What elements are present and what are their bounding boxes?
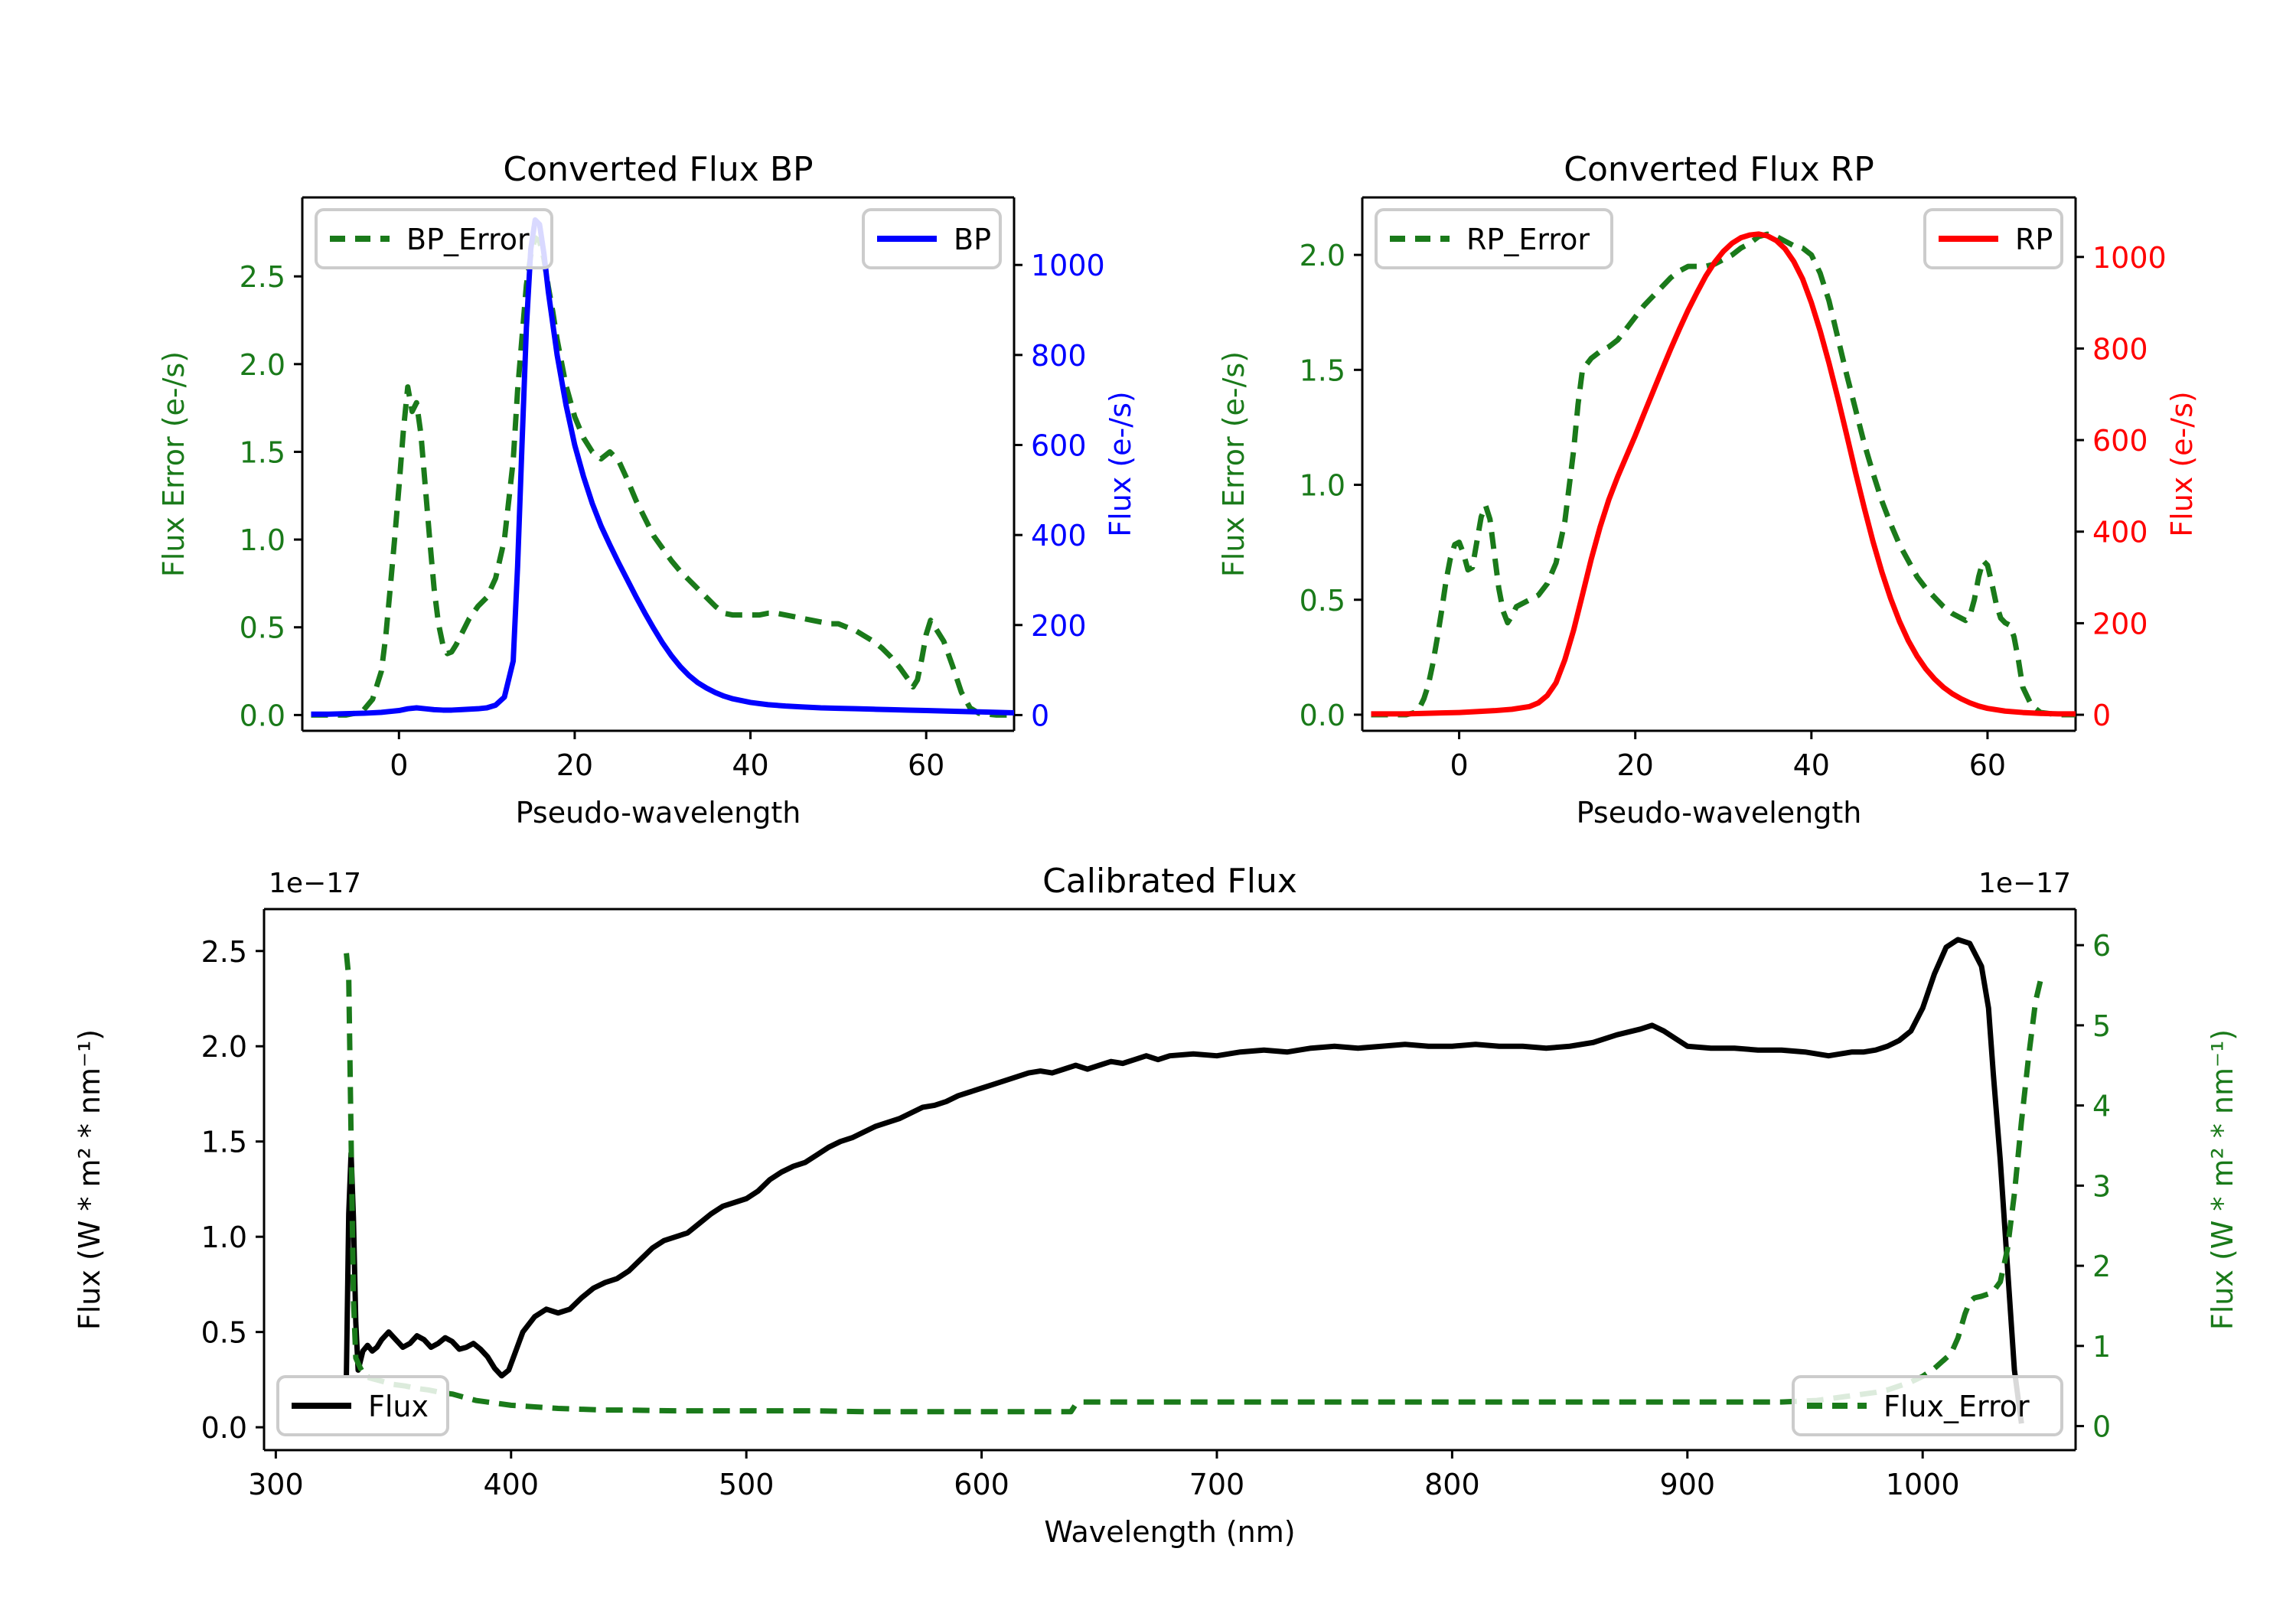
legend-rp-error[interactable]: RP_Error (1375, 208, 1613, 269)
ytick-label-right: 6 (2092, 929, 2111, 963)
ytick-label-left: 0.0 (201, 1411, 247, 1445)
xtick-label: 40 (1793, 748, 1830, 782)
y-axis-label-right: Flux (W * m² * nm⁻¹) (2206, 1029, 2239, 1330)
legend-frame (276, 1375, 449, 1436)
xtick-label: 20 (556, 748, 593, 782)
ytick-label-left: 0.5 (240, 611, 285, 645)
series-line-bp (311, 217, 1014, 717)
ytick-label-left: 1.0 (240, 523, 285, 557)
ytick-label-right: 0 (2092, 699, 2111, 732)
xtick-label: 300 (248, 1468, 304, 1501)
y-axis-label-left: Flux Error (e-/s) (157, 351, 191, 577)
xtick-label: 600 (954, 1468, 1009, 1501)
panel-calibrated: 300 400 500 600 700 800 900 1000 Wavelength (nm)… (73, 862, 2239, 1549)
xtick-label: 60 (908, 748, 944, 782)
ytick-label-left: 1.5 (1300, 354, 1345, 387)
x-axis-label: Wavelength (nm) (1044, 1515, 1295, 1549)
xtick-label: 0 (390, 748, 408, 782)
series-line-rp_error (1371, 231, 2076, 718)
xtick-label: 700 (1189, 1468, 1245, 1501)
xtick-label: 400 (484, 1468, 540, 1501)
ytick-label-left: 1.0 (1300, 469, 1345, 503)
xtick-label: 60 (1969, 748, 2006, 782)
xtick-label: 20 (1617, 748, 1654, 782)
ytick-label-right: 400 (2092, 516, 2148, 549)
legend-label-rp: RP (2015, 223, 2053, 256)
ytick-label-left: 0.0 (1300, 699, 1345, 732)
xtick-label: 1000 (1886, 1468, 1960, 1501)
ytick-label-left: 1.0 (201, 1221, 247, 1254)
legend-bp-error[interactable]: BP_Error (315, 208, 553, 269)
y-axis-label-left: Flux Error (e-/s) (1217, 351, 1251, 577)
ytick-label-right: 800 (1031, 339, 1087, 373)
y-axis-label-right: Flux (e-/s) (2165, 391, 2199, 536)
ytick-label-right: 0 (2092, 1410, 2111, 1444)
legend-calibrated-flux[interactable]: Flux (276, 1375, 449, 1436)
ytick-label-left: 0.5 (1300, 584, 1345, 618)
y-axis-label-right: Flux (e-/s) (1104, 391, 1137, 536)
legend-frame (315, 208, 553, 269)
ytick-label-right: 1000 (1031, 249, 1105, 282)
legend-rp-flux[interactable]: RP (1923, 208, 2063, 269)
plot-area-bp (302, 197, 1014, 731)
legend-label-flux_error: Flux_Error (1883, 1390, 2030, 1423)
ytick-label-left: 0.0 (240, 699, 285, 732)
panel-title-bp: Converted Flux BP (503, 150, 813, 189)
ytick-label-right: 1000 (2092, 241, 2167, 275)
y-axis-label-left: Flux (W * m² * nm⁻¹) (73, 1029, 106, 1330)
xtick-label: 500 (719, 1468, 775, 1501)
offset-label-left: 1e−17 (269, 868, 361, 899)
legend-frame (1792, 1375, 2063, 1436)
series-line-bp_error (311, 235, 1014, 718)
panel-title-calibrated: Calibrated Flux (1042, 862, 1297, 901)
x-axis-label: Pseudo-wavelength (1577, 796, 1862, 830)
ytick-label-left: 2.0 (1300, 239, 1345, 272)
ytick-label-right: 3 (2092, 1169, 2111, 1203)
ytick-label-left: 2.5 (201, 935, 247, 969)
plot-area-calibrated (264, 909, 2076, 1450)
series-line-flux_error (344, 953, 2043, 1415)
ytick-label-left: 1.5 (240, 435, 285, 469)
ytick-label-right: 1 (2092, 1330, 2111, 1364)
xtick-label: 800 (1424, 1468, 1480, 1501)
ytick-label-right: 400 (1031, 519, 1087, 553)
ytick-label-right: 2 (2092, 1250, 2111, 1283)
xtick-label: 40 (732, 748, 768, 782)
ytick-label-left: 2.5 (240, 260, 285, 294)
x-axis-label: Pseudo-wavelength (516, 796, 801, 830)
xtick-label: 900 (1660, 1468, 1716, 1501)
panel-title-rp: Converted Flux RP (1564, 150, 1874, 189)
series-line-flux (344, 937, 2024, 1424)
legend-label-rp_error: RP_Error (1466, 223, 1590, 256)
ytick-label-right: 800 (2092, 332, 2148, 366)
ytick-label-right: 600 (2092, 424, 2148, 458)
plot-area-rp (1362, 197, 2076, 731)
legend-label-flux: Flux (368, 1390, 429, 1423)
ytick-label-right: 5 (2092, 1009, 2111, 1043)
legend-bp-flux[interactable]: BP (862, 208, 1002, 269)
ytick-label-right: 0 (1031, 699, 1049, 732)
legend-label-bp: BP (954, 223, 991, 256)
ytick-label-left: 2.0 (201, 1030, 247, 1064)
panel-bp: 0 20 40 60 Pseudo-wavelength 0.0 0.5 1.0 1.5 2.0 2… (157, 150, 1137, 830)
ytick-label-left: 0.5 (201, 1316, 247, 1350)
legend-label-bp_error: BP_Error (406, 223, 530, 256)
ytick-label-right: 200 (1031, 609, 1087, 643)
ytick-label-right: 600 (1031, 429, 1087, 463)
legend-calibrated-error[interactable]: Flux_Error (1792, 1375, 2063, 1436)
ytick-label-left: 2.0 (240, 348, 285, 382)
ytick-label-right: 200 (2092, 607, 2148, 641)
offset-label-right: 1e−17 (1978, 868, 2071, 899)
ytick-label-left: 1.5 (201, 1126, 247, 1159)
panel-rp: 0 20 40 60 Pseudo-wavelength 0.0 0.5 1.0 1.5 2.0 F… (1217, 150, 2199, 830)
series-line-rp (1371, 231, 2076, 717)
ytick-label-right: 4 (2092, 1090, 2111, 1123)
legend-frame (1375, 208, 1613, 269)
xtick-label: 0 (1450, 748, 1468, 782)
